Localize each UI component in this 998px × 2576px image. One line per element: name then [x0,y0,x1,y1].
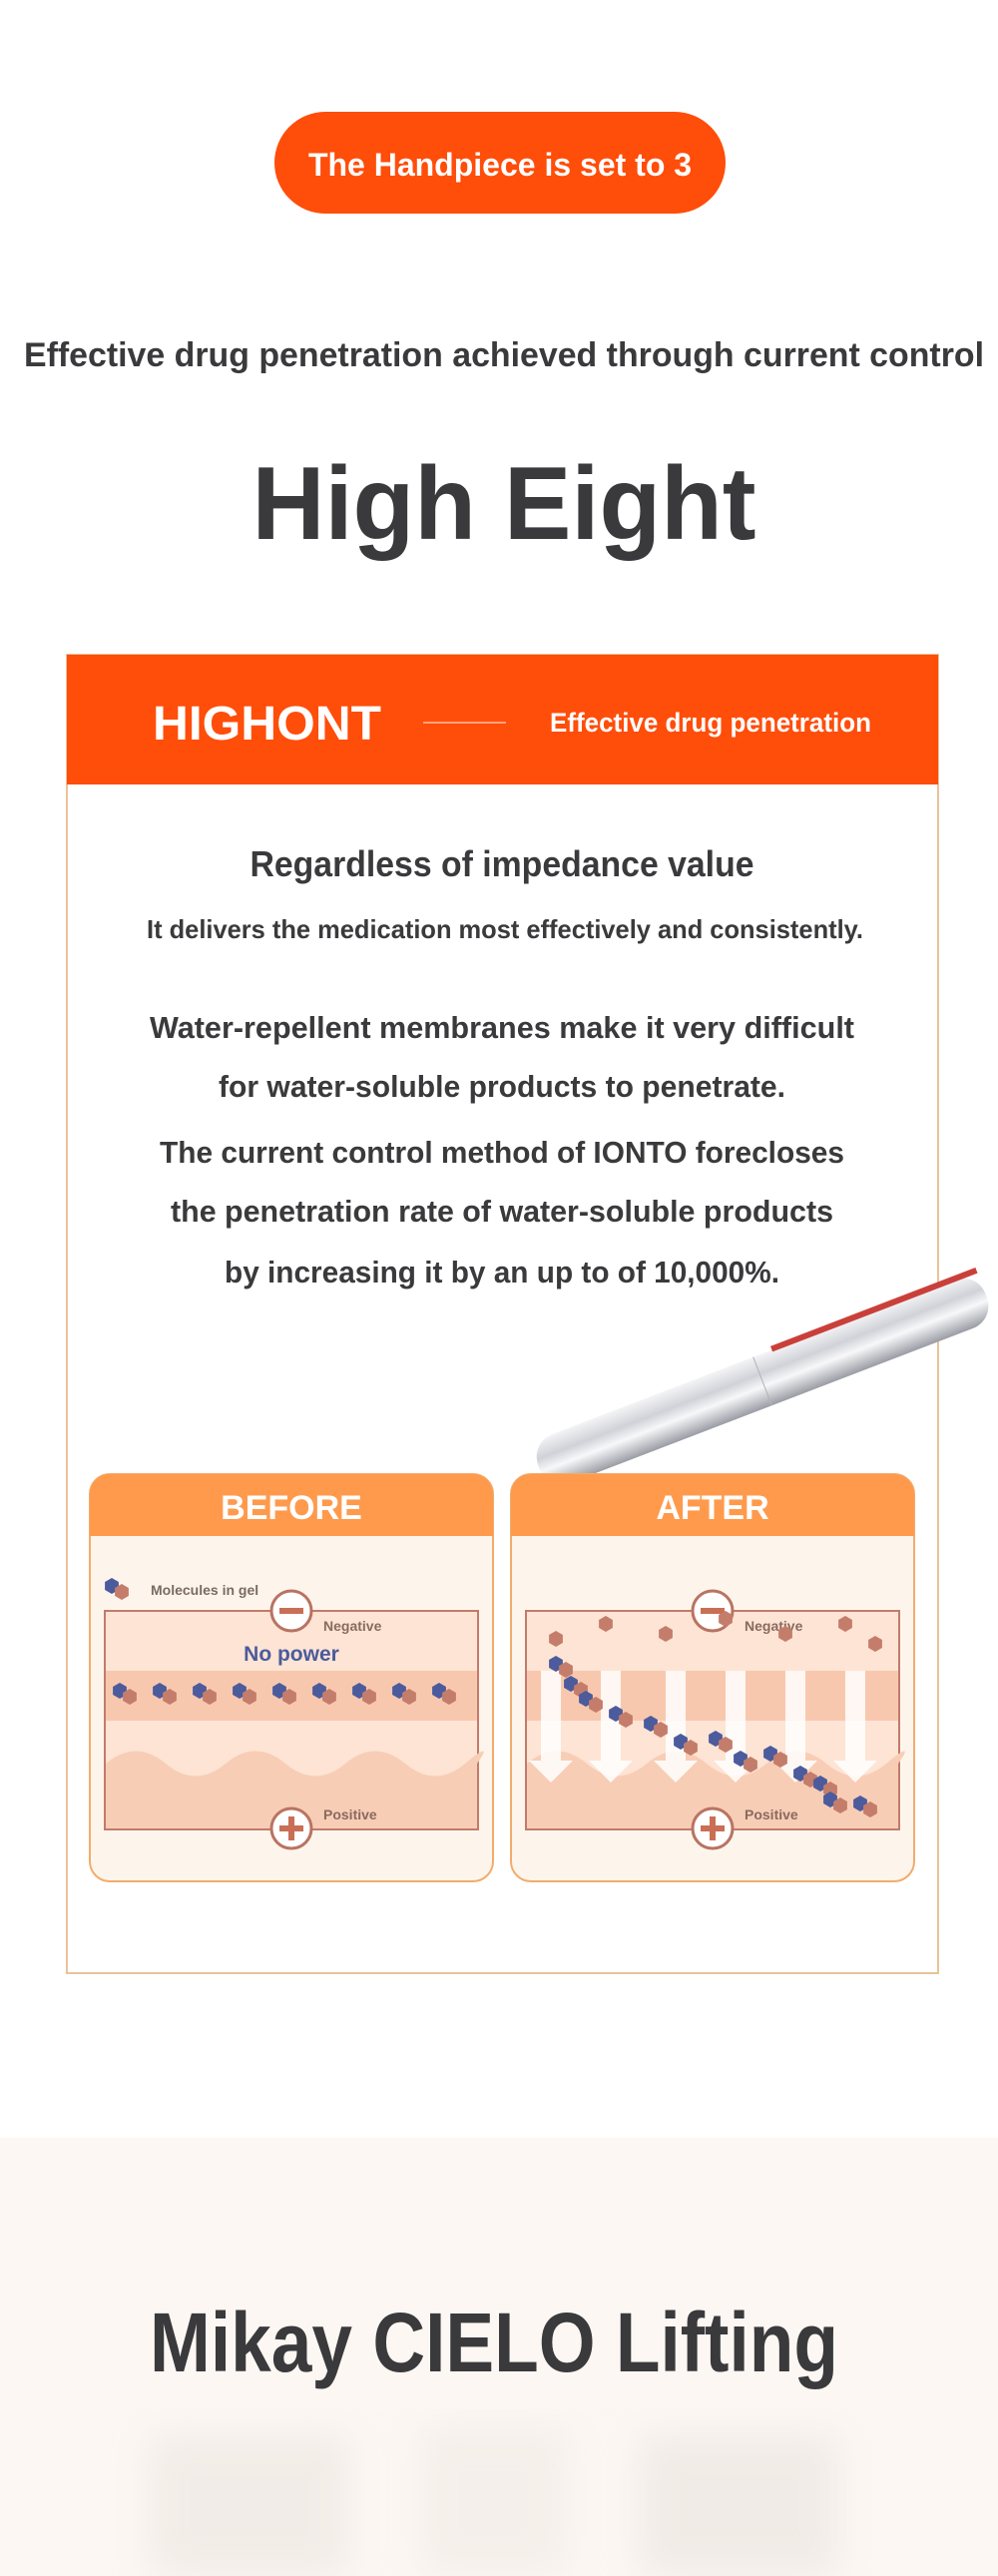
card-header [67,655,938,784]
subheading: It delivers the medication most effectiv… [147,914,863,944]
badge-text: The Handpiece is set to 3 [308,147,692,183]
arrow [773,1671,817,1783]
molecule [838,1616,852,1632]
diagram-panel: BEFORE Negative Positive Molecules in gel No… [89,1473,494,1882]
panel-label: BEFORE [221,1489,362,1527]
molecule [719,1737,733,1753]
molecule [823,1782,837,1798]
molecule [659,1626,673,1642]
molecule [684,1740,698,1756]
molecule [719,1611,733,1627]
molecule [243,1689,256,1705]
molecule [402,1689,416,1705]
electrode-sign [288,1816,294,1840]
membrane-wave [106,1751,484,1828]
pen-joint [752,1356,772,1406]
molecule [589,1697,603,1713]
molecule [163,1689,177,1705]
legend-label: Molecules in gel [151,1582,258,1598]
badge [274,112,726,214]
molecule [549,1631,563,1647]
arrow [833,1671,877,1783]
tagline: Effective drug penetration [550,708,871,738]
molecule [559,1662,573,1678]
subtitle: Effective drug penetration achieved thro… [24,336,984,374]
blur-block [150,2435,349,2576]
panel-header [90,1504,493,1536]
positive-label: Positive [745,1806,798,1822]
pen-stripe [769,1267,978,1352]
paragraph-line: by increasing it by an up to of 10,000%. [225,1255,779,1289]
arrow [714,1671,757,1783]
section-title: Mikay CIELO Lifting [150,2296,838,2389]
panel-header [511,1504,914,1536]
molecule [619,1712,633,1728]
blurred-image [150,2425,838,2576]
paragraph-line: Water-repellent membranes make it very d… [150,1010,854,1045]
paragraph-line: The current control method of IONTO fore… [160,1135,844,1170]
paragraph-line: for water-soluble products to penetrate. [219,1069,785,1104]
negative-label: Negative [323,1618,382,1634]
molecule [654,1722,668,1738]
electrode-sign [279,1608,303,1614]
panel-label: AFTER [656,1489,768,1527]
negative-label: Negative [745,1618,803,1634]
molecule [442,1689,456,1705]
molecule [833,1798,847,1813]
pen [536,1267,989,1485]
molecule [115,1584,129,1600]
molecule [322,1689,336,1705]
molecule [362,1689,376,1705]
paragraph-line: the penetration rate of water-soluble pr… [171,1194,833,1229]
blur-block [419,2425,569,2576]
molecule [599,1616,613,1632]
molecule [744,1757,757,1773]
title: High Eight [252,446,756,562]
electrode-sign [701,1608,725,1614]
diagram-panel: AFTER Negative Positive [510,1473,915,1882]
molecule [123,1689,137,1705]
electrode-sign [710,1816,716,1840]
arrow [654,1671,698,1783]
molecule [203,1689,217,1705]
state-label: No power [244,1643,339,1666]
blur-block [639,2435,838,2576]
molecule [773,1752,787,1768]
molecule [778,1626,792,1642]
arrow [529,1671,573,1783]
molecule [863,1802,877,1817]
heading: Regardless of impedance value [250,843,754,884]
arrow [589,1671,633,1783]
molecule [868,1636,882,1652]
brand: HIGHONT [153,698,381,751]
molecule [282,1689,296,1705]
positive-label: Positive [323,1806,377,1822]
membrane-wave [527,1751,905,1828]
